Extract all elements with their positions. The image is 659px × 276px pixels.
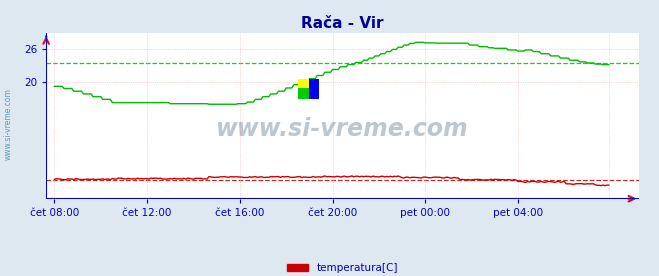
Bar	[308, 79, 319, 99]
Text: www.si-vreme.com: www.si-vreme.com	[4, 88, 13, 160]
Text: www.si-vreme.com: www.si-vreme.com	[216, 117, 469, 141]
Bar	[298, 79, 319, 99]
Legend: temperatura[C], pretok[m3/s]: temperatura[C], pretok[m3/s]	[283, 259, 402, 276]
Bar	[298, 88, 308, 99]
Title: Rača - Vir: Rača - Vir	[301, 15, 384, 31]
